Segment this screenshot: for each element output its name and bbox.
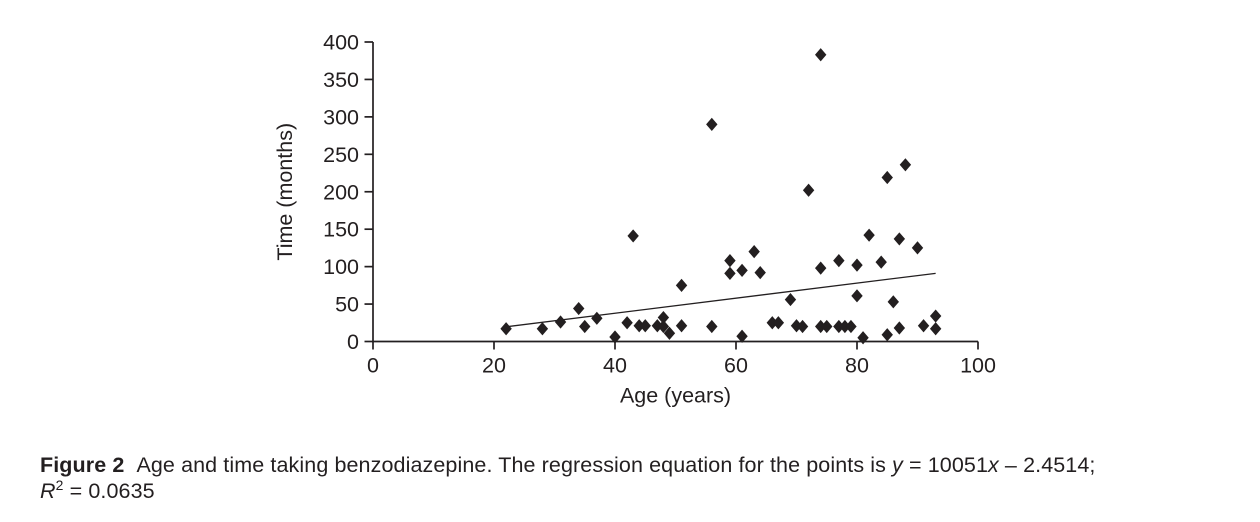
data-point [881, 170, 893, 185]
data-point [839, 319, 851, 334]
data-point [851, 258, 863, 272]
data-point [651, 319, 664, 333]
caption-line-1: Figure 2 Age and time taking benzodiazepi… [40, 453, 1096, 477]
data-point [911, 241, 924, 255]
data-point [772, 316, 785, 330]
figure-label: Figure 2 [40, 453, 125, 477]
data-point [579, 319, 591, 334]
x-tick-label: 80 [845, 354, 869, 378]
data-point [929, 309, 942, 323]
y-tick-label: 200 [323, 180, 359, 204]
data-point [621, 316, 633, 330]
data-point [833, 319, 845, 334]
data-point [675, 319, 688, 333]
data-point [554, 315, 567, 329]
data-point [736, 263, 748, 277]
data-point [657, 319, 670, 334]
data-point [706, 117, 718, 131]
x-axis-title: Age (years) [620, 384, 731, 408]
data-point [845, 319, 857, 334]
data-point [887, 295, 899, 309]
data-point [633, 319, 645, 333]
data-point [899, 158, 912, 172]
r-squared-value: = 0.0635 [63, 479, 155, 504]
data-point [917, 319, 930, 333]
y-tick-label: 0 [347, 330, 359, 354]
data-point [802, 183, 815, 197]
data-point [500, 322, 512, 336]
data-point [724, 254, 736, 268]
y-axis-title: Time (months) [273, 123, 297, 261]
data-point [881, 328, 893, 342]
x-tick-label: 0 [367, 354, 379, 378]
data-point [748, 245, 760, 259]
data-point [536, 322, 549, 336]
y-tick-label: 250 [323, 143, 359, 167]
y-tick-label: 50 [335, 293, 359, 317]
scatter-chart: 0 50 100 150 200 250 300 350 400 0 20 40 60 80 100 Time… [273, 31, 996, 408]
x-tick-label: 20 [482, 354, 506, 378]
figure-caption: Figure 2 Age and time taking benzodiazepi… [40, 452, 1240, 504]
data-point [875, 255, 887, 269]
equation-tail: – 2.4514; [998, 453, 1096, 477]
data-point [863, 228, 875, 242]
data-point [706, 319, 718, 334]
y-tick-label: 400 [323, 31, 359, 55]
caption-line-2: R2 = 0.0635 [40, 477, 155, 504]
data-point [675, 278, 688, 292]
data-point [591, 311, 603, 325]
r-squared-superscript: 2 [55, 477, 64, 494]
trend-line [506, 272, 936, 328]
r-squared-variable: R [40, 479, 56, 504]
equation-y-variable: y [892, 453, 903, 477]
y-tick-label: 100 [323, 255, 359, 279]
data-point [851, 289, 863, 303]
data-point [784, 292, 797, 307]
data-point [766, 316, 778, 330]
data-point [796, 319, 809, 334]
equation-mid: = 10051 [902, 453, 988, 477]
y-tick-label: 300 [323, 105, 359, 129]
data-point [893, 232, 906, 246]
y-tick-label: 150 [323, 218, 359, 242]
equation-x-variable: x [988, 453, 999, 477]
data-point [833, 254, 845, 268]
data-point [573, 301, 585, 316]
caption-body: Age and time taking benzodiazepine. The … [136, 453, 893, 477]
data-point [815, 48, 827, 62]
data-point [724, 266, 736, 280]
scatter-plot-svg: 0 50 100 150 200 250 300 350 400 0 20 40 60 80 100 Time… [273, 31, 996, 408]
data-point [821, 319, 833, 334]
data-point [657, 310, 670, 325]
data-point [627, 229, 639, 243]
data-point [857, 331, 869, 345]
data-point [639, 319, 651, 333]
x-tick-label: 40 [603, 354, 627, 378]
data-point [609, 330, 621, 344]
data-point [736, 329, 748, 343]
x-tick-label: 100 [960, 354, 996, 378]
data-point [815, 319, 827, 334]
data-point [893, 321, 906, 335]
y-tick-label: 350 [323, 68, 359, 92]
data-point [663, 326, 676, 340]
data-point [815, 261, 827, 275]
data-point [929, 322, 942, 336]
x-tick-label: 60 [724, 354, 748, 378]
data-point [754, 266, 766, 280]
